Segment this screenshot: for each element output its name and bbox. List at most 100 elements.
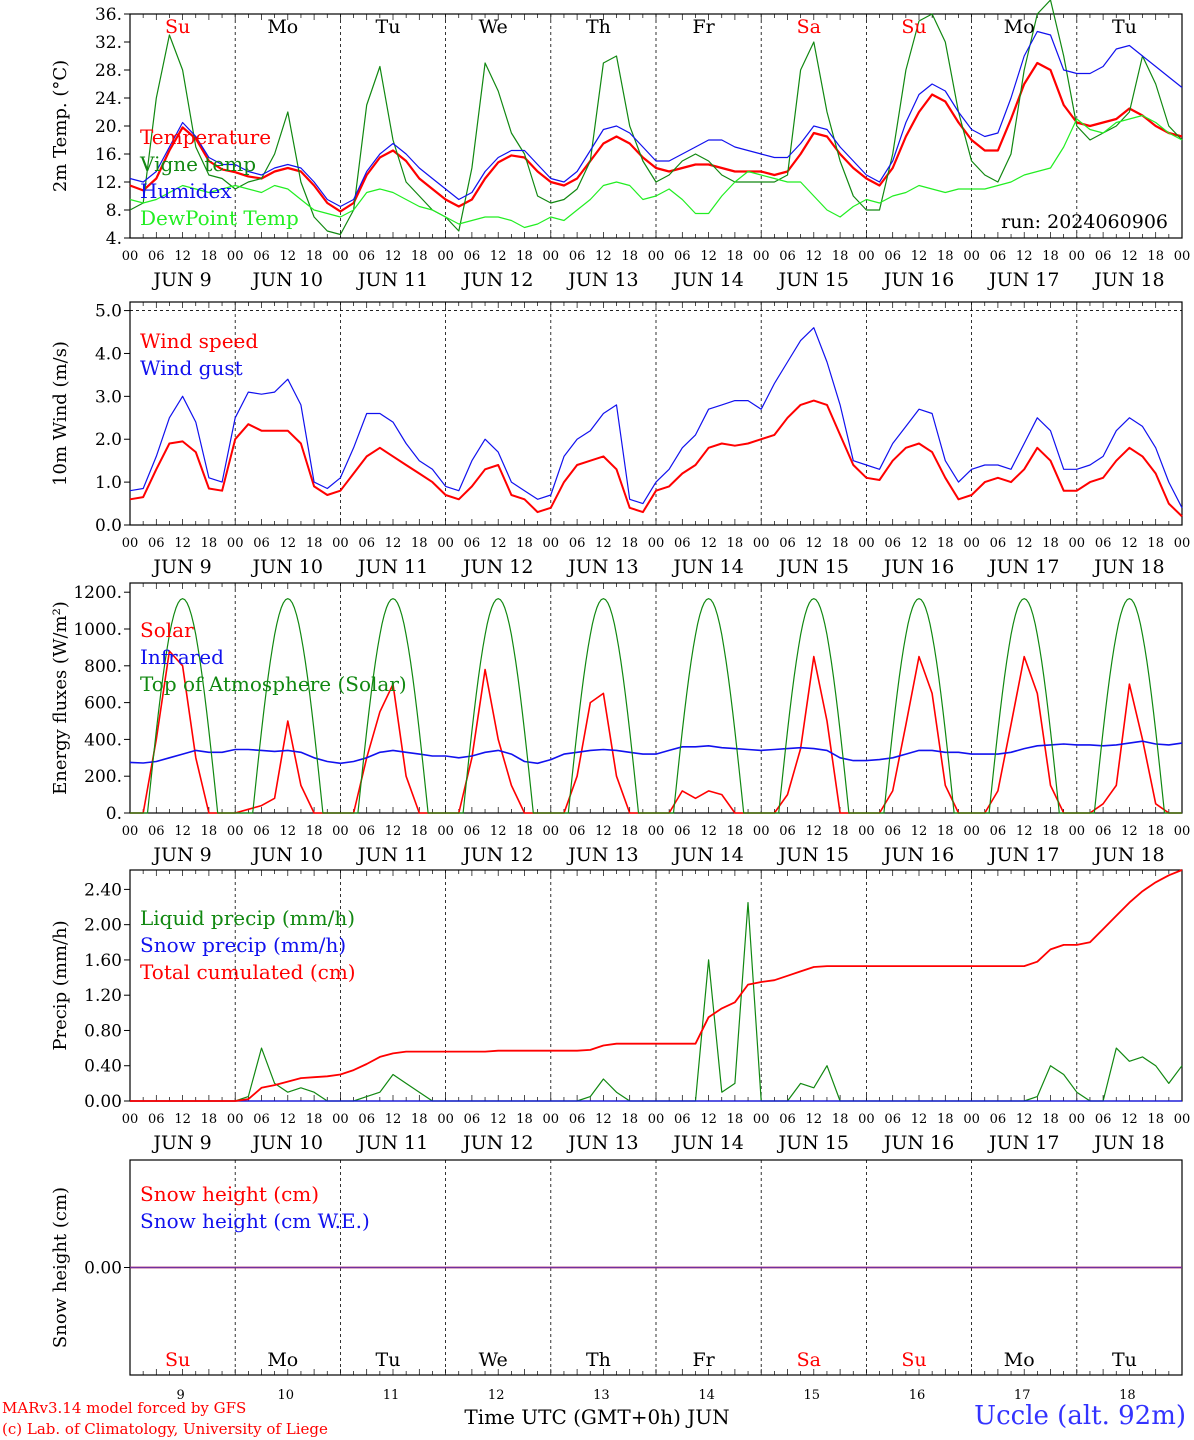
y-tick-label: 2.40 <box>84 880 122 900</box>
legend-entry: Humidex <box>140 179 232 203</box>
weekday-label: Mo <box>1004 1349 1035 1371</box>
x-day-label: JUN 12 <box>461 556 533 578</box>
x-hour-label: 12 <box>911 1112 928 1127</box>
x-day-label: JUN 9 <box>151 844 211 866</box>
y-tick-label: 2.0 <box>95 430 122 450</box>
x-hour-label: 06 <box>674 1112 691 1127</box>
x-hour-label: 06 <box>358 1112 375 1127</box>
x-hour-label: 12 <box>911 536 928 551</box>
x-hour-label: 12 <box>700 249 717 264</box>
x-hour-label: 12 <box>385 824 402 839</box>
x-day-label: JUN 14 <box>671 1132 743 1154</box>
x-day-label: JUN 11 <box>356 269 428 291</box>
weekday-label: Fr <box>692 1349 715 1371</box>
x-day-label: JUN 18 <box>1092 556 1164 578</box>
x-day-label: JUN 15 <box>777 269 849 291</box>
x-hour-label: 18 <box>621 536 638 551</box>
day-number-label: 12 <box>488 1388 505 1403</box>
series-line-humidex <box>129 30 1183 208</box>
x-hour-label: 18 <box>1042 249 1059 264</box>
x-hour-label: 00 <box>1174 536 1191 551</box>
x-hour-label: 00 <box>1174 824 1191 839</box>
legend-entry: Wind speed <box>140 329 258 353</box>
y-tick-label: 16. <box>95 145 122 165</box>
credit-lab: (c) Lab. of Climatology, University of L… <box>2 1420 328 1438</box>
x-hour-label: 00 <box>122 824 139 839</box>
weekday-label: Mo <box>267 1349 298 1371</box>
x-hour-label: 00 <box>858 536 875 551</box>
x-hour-label: 12 <box>280 249 297 264</box>
x-hour-label: 06 <box>358 536 375 551</box>
x-hour-label: 00 <box>227 1112 244 1127</box>
legend-entry: Solar <box>140 618 194 642</box>
day-number-label: 11 <box>383 1388 400 1403</box>
x-hour-label: 00 <box>437 824 454 839</box>
x-hour-label: 12 <box>174 1112 191 1127</box>
x-day-label: JUN 17 <box>987 1132 1059 1154</box>
legend-entry: Snow height (cm) <box>140 1182 319 1206</box>
x-hour-label: 18 <box>411 249 428 264</box>
weekday-label: Sa <box>797 16 821 38</box>
x-hour-label: 12 <box>490 536 507 551</box>
x-day-label: JUN 15 <box>777 1132 849 1154</box>
x-hour-label: 12 <box>1121 824 1138 839</box>
x-hour-label: 00 <box>227 249 244 264</box>
x-hour-label: 12 <box>806 1112 823 1127</box>
x-hour-label: 06 <box>569 536 586 551</box>
x-hour-label: 12 <box>595 1112 612 1127</box>
x-hour-label: 00 <box>437 1112 454 1127</box>
series-line-wind-gust <box>129 327 1183 509</box>
x-hour-label: 06 <box>990 824 1007 839</box>
x-day-label: JUN 16 <box>882 269 954 291</box>
weekday-label: Su <box>901 16 926 38</box>
weekday-label: Fr <box>692 16 715 38</box>
x-hour-label: 06 <box>358 824 375 839</box>
x-hour-label: 18 <box>937 249 954 264</box>
weekday-label: Th <box>586 16 611 38</box>
x-hour-label: 00 <box>648 1112 665 1127</box>
x-hour-label: 00 <box>122 1112 139 1127</box>
y-axis-label: Snow height (cm) <box>50 1187 71 1348</box>
x-hour-label: 18 <box>1042 536 1059 551</box>
x-hour-label: 00 <box>437 536 454 551</box>
x-hour-label: 18 <box>727 249 744 264</box>
x-day-label: JUN 14 <box>671 556 743 578</box>
x-hour-label: 06 <box>674 249 691 264</box>
series-line-wind-speed <box>129 399 1183 518</box>
x-hour-label: 12 <box>1016 249 1033 264</box>
weekday-label: Tu <box>376 16 401 38</box>
x-hour-label: 00 <box>858 249 875 264</box>
x-hour-label: 18 <box>306 1112 323 1127</box>
x-day-label: JUN 9 <box>151 556 211 578</box>
y-tick-label: 0.00 <box>84 1259 122 1279</box>
y-tick-label: 1.20 <box>84 986 122 1006</box>
x-hour-label: 18 <box>727 824 744 839</box>
credit-model: MARv3.14 model forced by GFS <box>2 1399 247 1417</box>
legend-entry: Snow height (cm W.E.) <box>140 1209 370 1233</box>
legend-entry: Infrared <box>140 645 224 669</box>
legend-entry: Vigne temp <box>139 152 256 176</box>
x-hour-label: 06 <box>464 249 481 264</box>
y-tick-label: 1.0 <box>95 473 122 493</box>
x-day-label: JUN 18 <box>1092 1132 1164 1154</box>
x-hour-label: 12 <box>595 536 612 551</box>
x-day-label: JUN 13 <box>566 1132 638 1154</box>
x-hour-label: 12 <box>911 249 928 264</box>
x-hour-label: 00 <box>963 824 980 839</box>
x-hour-label: 06 <box>990 1112 1007 1127</box>
x-hour-label: 12 <box>174 824 191 839</box>
x-hour-label: 00 <box>753 1112 770 1127</box>
x-hour-label: 18 <box>1042 1112 1059 1127</box>
weekday-label: Mo <box>267 16 298 38</box>
weekday-label: Sa <box>797 1349 821 1371</box>
x-day-label: JUN 14 <box>671 269 743 291</box>
y-tick-label: 5.0 <box>95 302 122 322</box>
y-tick-label: 4.0 <box>95 344 122 364</box>
x-day-label: JUN 15 <box>777 556 849 578</box>
x-hour-label: 06 <box>884 824 901 839</box>
x-hour-label: 06 <box>990 536 1007 551</box>
x-day-label: JUN 11 <box>356 844 428 866</box>
x-day-label: JUN 13 <box>566 844 638 866</box>
x-hour-label: 12 <box>490 1112 507 1127</box>
